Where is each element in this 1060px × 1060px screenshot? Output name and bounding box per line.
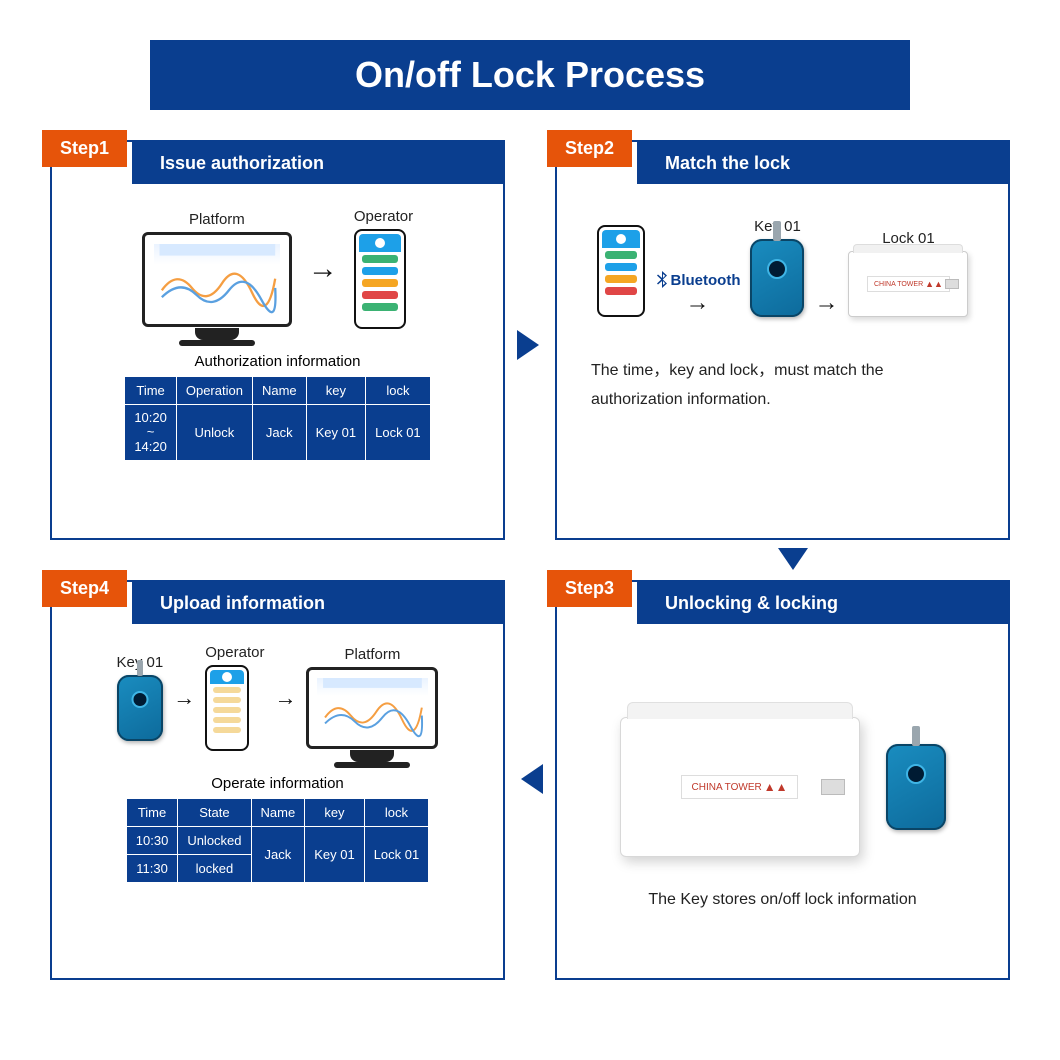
col-key: key [306,377,365,405]
step3-tag: Step3 [547,570,632,607]
arrow-right-icon: → [814,289,838,317]
step1-header: Issue authorization [132,142,503,184]
panel-step3: Step3 Unlocking & locking CHINA TOWER▲▲ … [555,580,1010,980]
col-lock: lock [366,377,431,405]
arrow-right-icon: → [173,685,195,711]
step2-header: Match the lock [637,142,1008,184]
phone-icon [205,665,249,751]
step4-tag: Step4 [42,570,127,607]
flow-arrow-left-icon [517,764,543,794]
table-row: 10:30 Unlocked Jack Key 01 Lock 01 [126,827,428,855]
arrow-right-icon: → [685,289,709,317]
col-key: key [305,799,364,827]
platform-label: Platform [142,211,292,228]
phone-icon [354,229,406,329]
step3-body-text: The Key stores on/off lock information [648,891,916,909]
platform-label: Platform [306,646,438,663]
col-state: State [178,799,251,827]
authorization-table: Time Operation Name key lock 10:20 ~ 14:… [124,376,430,461]
step1-tag: Step1 [42,130,127,167]
step3-header: Unlocking & locking [637,582,1008,624]
lockbox-icon: CHINA TOWER▲▲ [848,251,968,317]
operator-label: Operator [205,644,264,661]
panel-step1: Step1 Issue authorization Platform → Ope… [50,140,505,540]
key-fob-icon [886,744,946,830]
table-row: 10:20 ~ 14:20 Unlock Jack Key 01 Lock 01 [125,405,430,461]
arrow-right-icon: → [308,252,338,286]
bluetooth-label: Bluetooth [655,271,741,289]
operator-label: Operator [354,208,413,225]
desktop-monitor-icon [142,232,292,327]
col-time: Time [126,799,178,827]
operate-table: Time State Name key lock 10:30 Unlocked … [126,798,429,883]
lockbox-brand-label: CHINA TOWER▲▲ [681,775,799,799]
col-name: Name [251,799,305,827]
arrow-right-icon: → [274,685,296,711]
col-lock: lock [364,799,429,827]
step4-header: Upload information [132,582,503,624]
desktop-monitor-icon [306,667,438,749]
key-fob-icon [750,239,804,317]
phone-icon [597,225,645,317]
col-operation: Operation [176,377,252,405]
col-time: Time [125,377,177,405]
step2-tag: Step2 [547,130,632,167]
lockbox-icon: CHINA TOWER▲▲ [620,717,860,857]
bluetooth-icon [655,271,669,289]
step2-body-text: The time，key and lock，must match the aut… [575,357,990,415]
operate-table-title: Operate information [70,775,485,792]
lockbox-brand-label: CHINA TOWER▲▲ [867,276,950,292]
panel-step4: Step4 Upload information Key 01 → Operat… [50,580,505,980]
flow-arrow-down-icon [778,548,808,574]
key-fob-icon [117,675,163,741]
panel-step2: Step2 Match the lock Bluetooth → [555,140,1010,540]
col-name: Name [252,377,306,405]
page-title: On/off Lock Process [150,40,910,110]
auth-table-title: Authorization information [70,353,485,370]
flow-arrow-right-icon [517,330,543,360]
process-grid: Step1 Issue authorization Platform → Ope… [50,140,1010,980]
